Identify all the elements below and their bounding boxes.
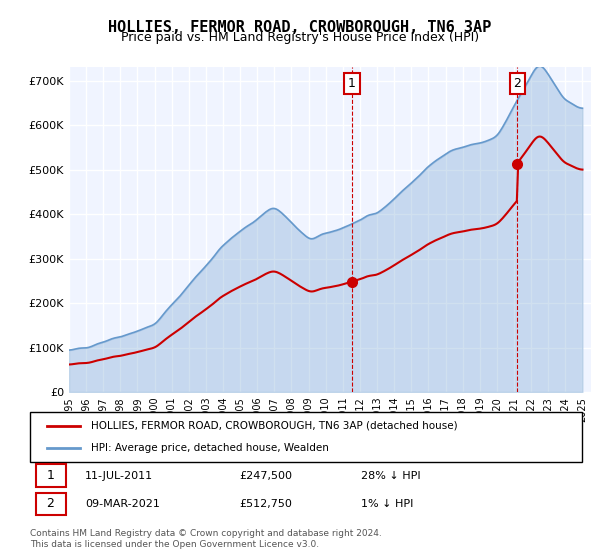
Text: 09-MAR-2021: 09-MAR-2021	[85, 499, 160, 508]
Text: HOLLIES, FERMOR ROAD, CROWBOROUGH, TN6 3AP: HOLLIES, FERMOR ROAD, CROWBOROUGH, TN6 3…	[109, 20, 491, 35]
Text: 28% ↓ HPI: 28% ↓ HPI	[361, 470, 421, 480]
Text: 2: 2	[46, 497, 55, 510]
Text: 2: 2	[513, 77, 521, 90]
Text: £512,750: £512,750	[240, 499, 293, 508]
FancyBboxPatch shape	[30, 412, 582, 462]
Text: 1: 1	[348, 77, 356, 90]
Text: HPI: Average price, detached house, Wealden: HPI: Average price, detached house, Weal…	[91, 443, 329, 453]
Text: 1: 1	[46, 469, 55, 482]
Text: £247,500: £247,500	[240, 470, 293, 480]
Text: HOLLIES, FERMOR ROAD, CROWBOROUGH, TN6 3AP (detached house): HOLLIES, FERMOR ROAD, CROWBOROUGH, TN6 3…	[91, 421, 457, 431]
FancyBboxPatch shape	[35, 464, 66, 487]
Text: Price paid vs. HM Land Registry's House Price Index (HPI): Price paid vs. HM Land Registry's House …	[121, 31, 479, 44]
Text: 1% ↓ HPI: 1% ↓ HPI	[361, 499, 413, 508]
Text: Contains HM Land Registry data © Crown copyright and database right 2024.
This d: Contains HM Land Registry data © Crown c…	[30, 529, 382, 549]
Text: 11-JUL-2011: 11-JUL-2011	[85, 470, 154, 480]
FancyBboxPatch shape	[35, 493, 66, 515]
